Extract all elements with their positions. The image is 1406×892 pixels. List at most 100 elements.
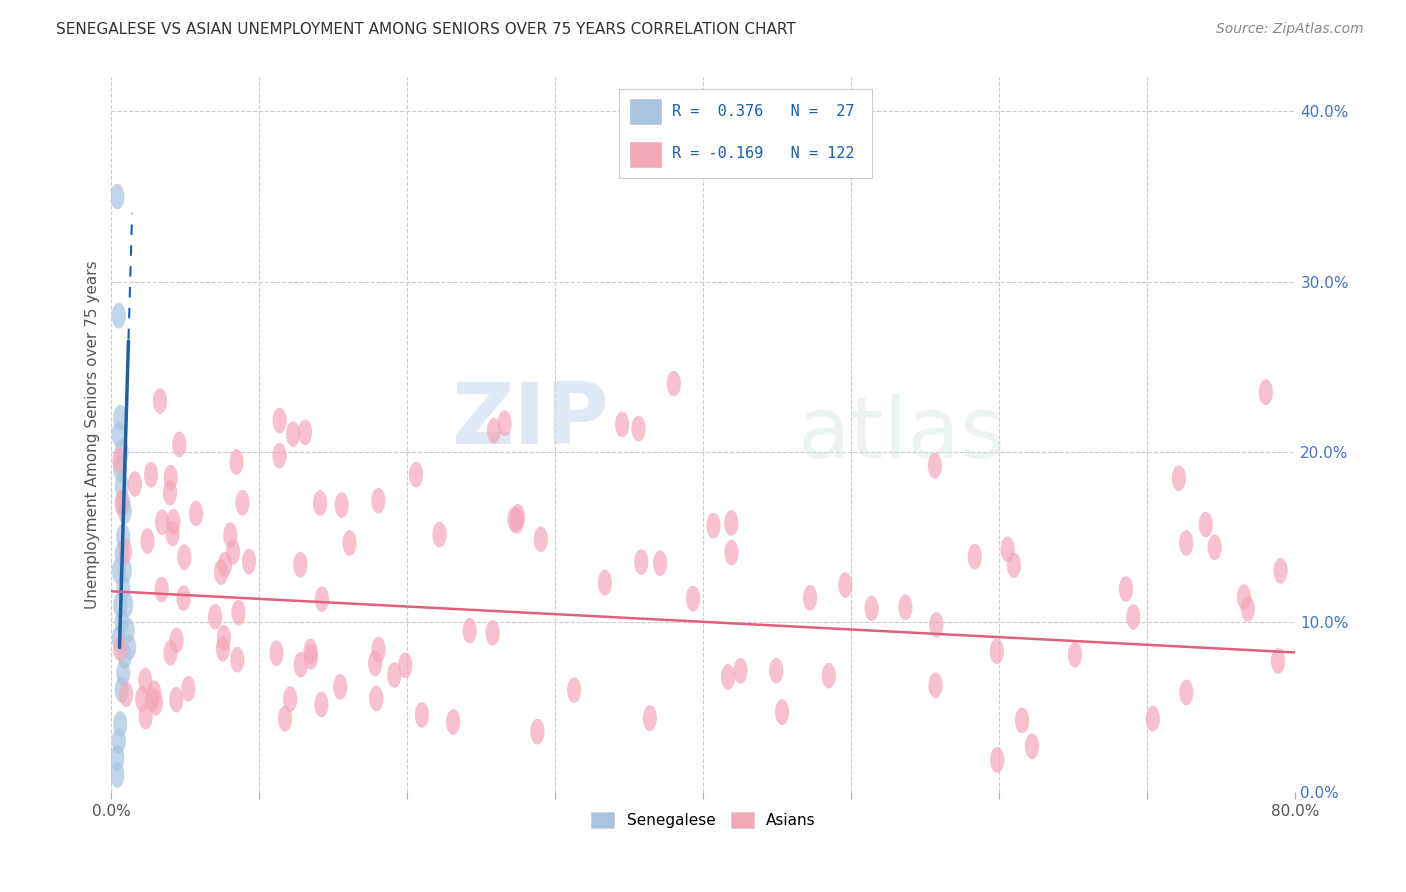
Ellipse shape [1007,552,1021,578]
Ellipse shape [294,552,308,577]
Ellipse shape [112,636,128,661]
Ellipse shape [111,728,127,754]
Ellipse shape [433,522,447,548]
Ellipse shape [148,681,162,706]
Ellipse shape [865,596,879,622]
Ellipse shape [115,609,129,635]
Ellipse shape [928,453,942,479]
Ellipse shape [614,411,630,437]
Ellipse shape [163,640,177,665]
Ellipse shape [734,658,748,683]
Ellipse shape [643,706,657,731]
Ellipse shape [370,686,384,711]
Ellipse shape [283,686,297,712]
Ellipse shape [170,628,184,653]
Ellipse shape [634,549,648,575]
Ellipse shape [114,490,129,516]
Ellipse shape [120,681,134,707]
Ellipse shape [775,699,789,725]
Ellipse shape [114,405,128,431]
Ellipse shape [598,570,612,596]
Ellipse shape [155,509,169,535]
Ellipse shape [122,634,136,660]
Ellipse shape [117,524,131,549]
Ellipse shape [1067,642,1083,667]
Ellipse shape [343,530,357,556]
Ellipse shape [111,302,127,328]
Ellipse shape [1126,604,1140,630]
Ellipse shape [769,657,783,683]
Ellipse shape [135,686,149,712]
Ellipse shape [631,416,645,442]
Ellipse shape [163,480,177,506]
Ellipse shape [1237,584,1251,610]
Ellipse shape [315,586,329,612]
Ellipse shape [304,639,318,665]
Ellipse shape [530,719,544,745]
Ellipse shape [724,510,738,536]
Ellipse shape [567,677,581,703]
Ellipse shape [111,626,127,652]
Ellipse shape [1240,596,1256,622]
Ellipse shape [141,528,155,554]
Ellipse shape [273,442,287,468]
Ellipse shape [278,706,292,731]
Ellipse shape [1146,706,1160,731]
Ellipse shape [117,490,131,516]
Ellipse shape [1015,707,1029,733]
Ellipse shape [143,462,157,488]
Ellipse shape [371,488,385,514]
Ellipse shape [315,691,329,717]
Ellipse shape [398,652,412,678]
Ellipse shape [155,576,169,602]
Ellipse shape [115,473,129,499]
Legend: Senegalese, Asians: Senegalese, Asians [585,806,821,834]
Ellipse shape [115,439,129,465]
Ellipse shape [112,448,127,474]
Ellipse shape [1258,379,1272,405]
Ellipse shape [117,575,131,600]
Ellipse shape [409,462,423,488]
Ellipse shape [652,550,668,576]
Ellipse shape [217,625,231,650]
Ellipse shape [172,432,187,458]
Ellipse shape [304,644,318,670]
Ellipse shape [169,687,183,713]
Ellipse shape [1199,512,1213,537]
Ellipse shape [1271,648,1285,674]
Text: ZIP: ZIP [451,379,609,462]
Ellipse shape [298,419,312,445]
Text: atlas: atlas [799,393,1007,476]
Ellipse shape [415,702,429,728]
Ellipse shape [706,513,720,539]
Ellipse shape [115,677,129,703]
Ellipse shape [486,417,501,443]
Ellipse shape [166,521,180,547]
Ellipse shape [118,558,132,583]
Ellipse shape [177,544,191,570]
Ellipse shape [1001,536,1015,562]
Ellipse shape [898,594,912,620]
Ellipse shape [485,620,499,646]
Ellipse shape [145,687,159,713]
Y-axis label: Unemployment Among Seniors over 75 years: Unemployment Among Seniors over 75 years [86,260,100,609]
Ellipse shape [114,711,128,737]
Text: R = -0.169   N = 122: R = -0.169 N = 122 [672,146,855,161]
Ellipse shape [231,647,245,673]
Ellipse shape [1180,530,1194,556]
Ellipse shape [181,676,195,701]
Ellipse shape [821,663,837,689]
FancyBboxPatch shape [628,141,662,168]
Ellipse shape [446,709,460,735]
Ellipse shape [498,410,512,436]
Ellipse shape [153,388,167,414]
Ellipse shape [118,499,132,524]
Ellipse shape [242,549,256,574]
Text: R =  0.376   N =  27: R = 0.376 N = 27 [672,104,855,119]
Ellipse shape [138,668,152,693]
Ellipse shape [335,492,349,518]
Ellipse shape [176,585,191,611]
FancyBboxPatch shape [628,98,662,125]
Ellipse shape [721,664,735,690]
Ellipse shape [139,704,153,730]
